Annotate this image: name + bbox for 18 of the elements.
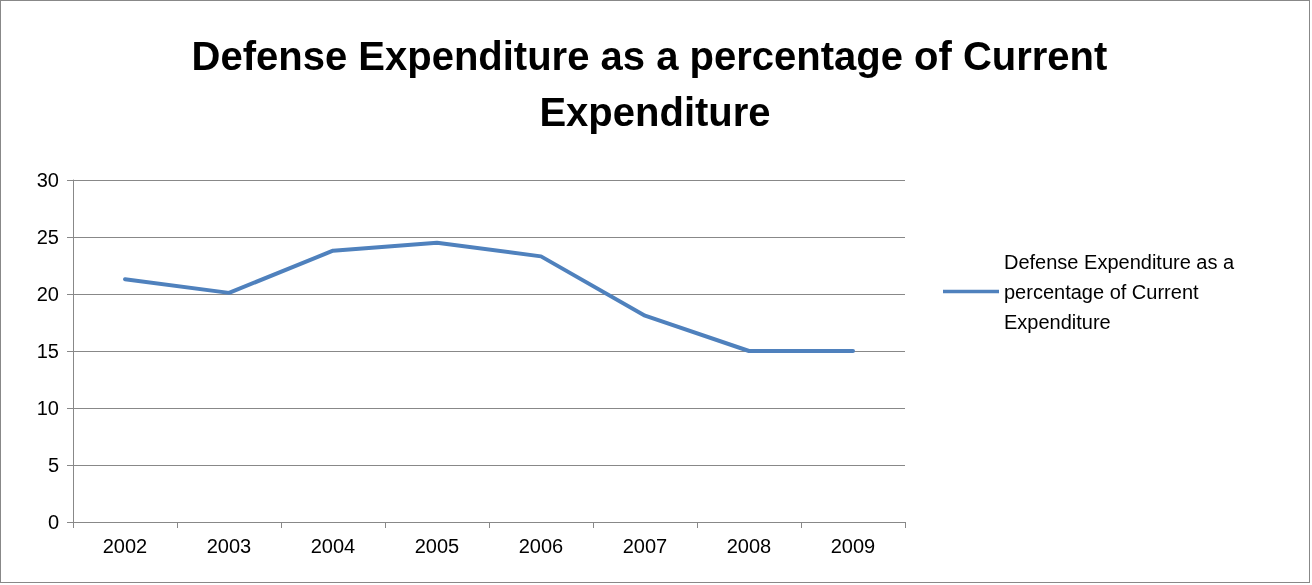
y-tick-label: 20	[36, 283, 59, 305]
chart-title: Defense Expenditure as a percentage of Current Expenditure	[191, 34, 1119, 134]
y-tick-label: 5	[47, 454, 59, 476]
x-tick-label: 2009	[830, 535, 876, 557]
x-tick-label: 2005	[414, 535, 460, 557]
x-tick-label: 2004	[310, 535, 356, 557]
y-tick-label: 30	[36, 169, 59, 191]
y-tick-label: 0	[47, 511, 59, 533]
x-tick-label: 2003	[206, 535, 252, 557]
y-tick-label: 10	[36, 397, 59, 419]
y-tick-label: 25	[36, 226, 59, 248]
y-tick-label: 15	[36, 340, 59, 362]
x-tick-label: 2007	[622, 535, 668, 557]
line-series	[123, 240, 855, 353]
legend-label: Defense Expenditure as a percentage of Current Expenditure	[1004, 250, 1240, 333]
x-tick-label: 2006	[518, 535, 564, 557]
x-tick-label: 2002	[102, 535, 148, 557]
x-tick-label: 2008	[726, 535, 772, 557]
